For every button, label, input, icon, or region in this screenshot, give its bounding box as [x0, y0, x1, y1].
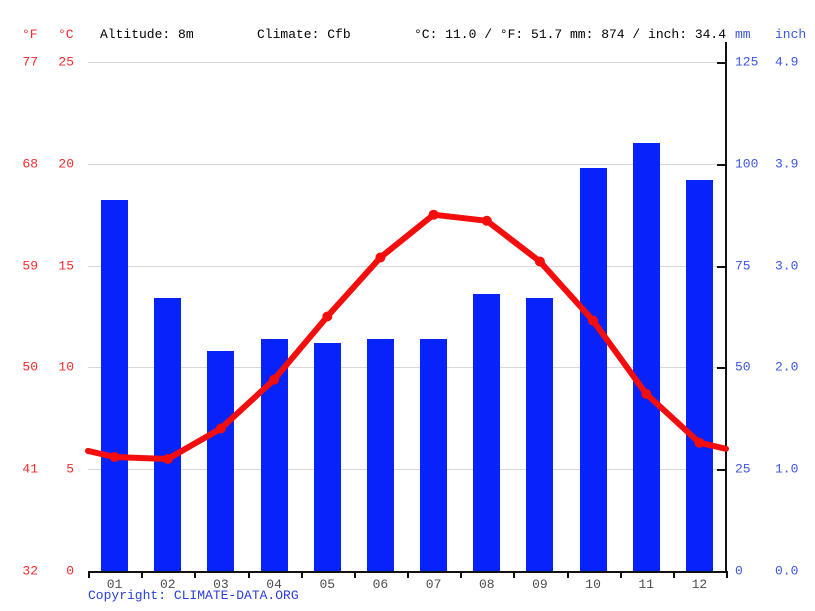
x-axis-tick — [353, 571, 356, 578]
month-label-01: 01 — [106, 577, 123, 592]
x-axis-tick — [726, 571, 728, 578]
temp-axis-label-c: 5 — [66, 461, 74, 477]
x-axis-tick — [619, 571, 622, 578]
temperature-point-09 — [534, 256, 545, 267]
x-axis-tick — [247, 571, 250, 578]
precip-bar-09 — [526, 298, 554, 571]
x-axis-tick — [88, 571, 90, 578]
header-avg-temperature: °C: 11.0 / °F: 51.7 — [414, 27, 563, 42]
precip-bar-05 — [313, 343, 341, 571]
precip-bar-01 — [101, 200, 129, 571]
right-axis-tick — [717, 469, 726, 471]
precip-axis-label-mm: 125 — [735, 54, 759, 70]
precip-axis-label-inch: 2.0 — [775, 359, 799, 375]
right-axis-tick — [717, 62, 726, 64]
temp-axis-label-c: 10 — [58, 359, 74, 375]
header-altitude: Altitude: 8m — [100, 27, 194, 42]
right-axis-line — [725, 42, 727, 573]
precip-bar-10 — [579, 167, 607, 571]
precip-bar-03 — [207, 351, 235, 571]
x-axis-tick — [566, 571, 569, 578]
gridline — [88, 266, 726, 267]
precip-axis-label-mm: 50 — [735, 359, 751, 375]
x-axis-tick — [407, 571, 409, 578]
copyright-link[interactable]: Copyright: CLIMATE-DATA.ORG — [88, 588, 299, 603]
gridline — [88, 62, 726, 63]
month-label-08: 08 — [478, 577, 495, 592]
header-celsius-unit: °C — [58, 27, 74, 42]
header-mm-unit: mm — [735, 27, 751, 42]
precip-bar-06 — [366, 338, 394, 571]
precip-bar-08 — [473, 294, 501, 571]
gridline — [88, 469, 726, 470]
month-label-05: 05 — [319, 577, 336, 592]
precip-axis-label-mm: 25 — [735, 461, 751, 477]
precip-axis-label-inch: 1.0 — [775, 461, 799, 477]
month-label-10: 10 — [585, 577, 601, 592]
header-climate-class: Climate: Cfb — [257, 27, 351, 42]
temp-axis-label-f: 41 — [22, 461, 38, 477]
temperature-point-08 — [481, 215, 492, 226]
x-axis-tick — [460, 571, 463, 578]
x-axis-tick — [194, 571, 197, 578]
copyright-notice: Copyright: CLIMATE-DATA.ORG — [88, 588, 299, 603]
temperature-point-05 — [322, 311, 333, 322]
temp-axis-label-c: 20 — [58, 156, 74, 172]
month-label-06: 06 — [372, 577, 389, 592]
month-label-07: 07 — [425, 577, 442, 592]
temp-axis-label-c: 0 — [66, 563, 74, 579]
month-label-02: 02 — [159, 577, 176, 592]
precip-axis-label-inch: 3.9 — [775, 156, 799, 172]
temp-axis-label-f: 32 — [22, 563, 38, 579]
precip-bar-07 — [420, 338, 448, 571]
month-label-04: 04 — [266, 577, 282, 592]
header-inch-unit: inch — [775, 27, 807, 42]
month-label-12: 12 — [691, 577, 708, 592]
temperature-point-07 — [428, 209, 439, 220]
right-axis-tick — [717, 164, 726, 166]
month-label-09: 09 — [532, 577, 548, 592]
precip-axis-label-inch: 3.0 — [775, 258, 799, 274]
x-axis-tick — [141, 571, 144, 578]
month-label-03: 03 — [213, 577, 229, 592]
header-fahrenheit-unit: °F — [22, 27, 38, 42]
gridline — [88, 367, 726, 368]
precip-axis-label-inch: 4.9 — [775, 54, 799, 70]
precip-bar-04 — [260, 338, 288, 571]
temperature-point-06 — [375, 252, 386, 263]
x-axis-tick — [300, 571, 303, 578]
precip-axis-label-mm: 0 — [735, 563, 743, 579]
temp-axis-label-c: 15 — [58, 258, 74, 274]
header-annual-precipitation: mm: 874 / inch: 34.4 — [570, 27, 727, 42]
precip-axis-label-mm: 75 — [735, 258, 751, 274]
precip-bar-12 — [685, 180, 713, 571]
precip-axis-label-mm: 100 — [735, 156, 759, 172]
precip-axis-label-inch: 0.0 — [775, 563, 799, 579]
gridline — [88, 164, 726, 165]
temp-axis-label-f: 77 — [22, 54, 38, 70]
month-label-11: 11 — [638, 577, 655, 592]
precip-bar-11 — [632, 143, 660, 571]
precip-bar-02 — [154, 298, 182, 571]
temp-axis-label-f: 68 — [22, 156, 38, 172]
x-axis-tick — [672, 571, 675, 578]
temp-axis-label-c: 25 — [58, 54, 74, 70]
temp-axis-label-f: 50 — [22, 359, 38, 375]
temp-axis-label-f: 59 — [22, 258, 38, 274]
x-axis-tick — [513, 571, 516, 578]
temperature-line — [85, 211, 729, 462]
